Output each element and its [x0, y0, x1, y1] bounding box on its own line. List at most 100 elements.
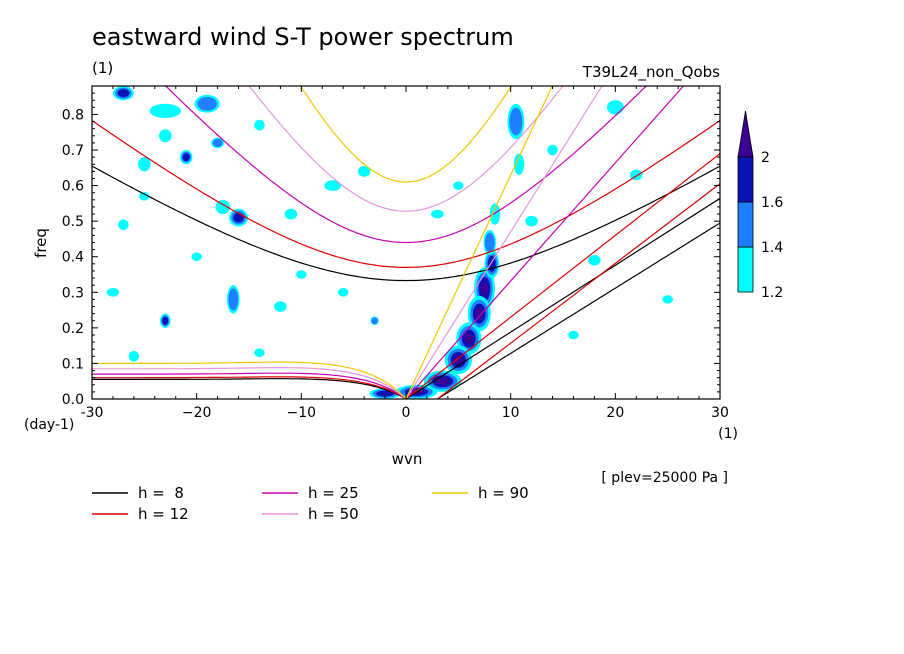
power-blob [182, 153, 190, 162]
y-tick-label: 0.2 [62, 321, 84, 337]
x-tick-label: −10 [287, 405, 317, 421]
power-blob [162, 316, 169, 325]
power-blob [480, 281, 489, 296]
power-blob [453, 181, 464, 190]
mrg-curve-h50 [92, 367, 407, 399]
eig-curve-h8 [437, 222, 720, 399]
ig-curve-h90 [299, 86, 513, 183]
power-blob [371, 317, 378, 325]
power-blob [509, 107, 523, 136]
subtitle-left: (1) [92, 59, 113, 77]
x-axis-label: wvn [392, 450, 423, 468]
power-blob [215, 199, 231, 215]
x-tick-label: 0 [402, 405, 411, 421]
kelvin-curve-h12 [405, 152, 720, 399]
mrg-curve-h90 [92, 361, 407, 399]
power-blob [357, 166, 371, 177]
kelvin-curve-h50 [405, 86, 603, 399]
y-tick-label: 0.7 [62, 143, 84, 159]
power-blob [431, 209, 444, 219]
power-blob [475, 307, 484, 320]
y-unit-label: (day-1) [24, 417, 74, 433]
power-blob [228, 288, 239, 311]
power-blob [128, 350, 140, 362]
y-tick-label: 0.3 [62, 285, 84, 301]
colorbar: 1.2 1.4 1.6 2 [737, 110, 783, 301]
power-blob [274, 301, 287, 312]
power-blob [547, 144, 558, 156]
power-blob [106, 288, 120, 297]
legend: h = 8 h = 12 h = 25 h = 50 h = 90 [92, 484, 529, 523]
x-tick-label: 10 [502, 405, 520, 421]
ig-curve-h8 [92, 165, 720, 282]
power-blob [254, 119, 265, 131]
legend-label: h = 12 [138, 505, 189, 523]
power-blob [233, 212, 244, 223]
y-tick-label: 0.6 [62, 179, 84, 195]
legend-label: h = 90 [478, 484, 529, 502]
power-blob [139, 191, 150, 201]
power-blob [197, 96, 217, 111]
power-blob [513, 153, 525, 175]
power-blob [436, 377, 450, 385]
y-axis-label: freq [32, 228, 50, 258]
ig-curve-h50 [248, 86, 564, 212]
colorbar-label: 2 [761, 150, 770, 166]
power-blob [484, 232, 495, 253]
power-blob [525, 215, 538, 227]
colorbar-label: 1.6 [761, 195, 783, 211]
power-blob [191, 252, 202, 261]
legend-label: h = 50 [308, 505, 359, 523]
power-blob [149, 103, 181, 119]
kelvin-curve-h90 [405, 86, 553, 399]
colorbar-label: 1.4 [761, 240, 783, 256]
y-tick-label: 0.4 [62, 250, 84, 266]
power-blob [489, 203, 501, 225]
y-tick-label: 0.5 [62, 214, 84, 230]
x-tick-label: -30 [81, 405, 104, 421]
mrg-curve-h25 [92, 372, 407, 399]
x-tick-label: 20 [606, 405, 624, 421]
mrg-curve-h8 [92, 378, 407, 399]
chart-title: eastward wind S-T power spectrum [92, 23, 514, 51]
colorbar-box [737, 201, 754, 248]
power-blob [158, 129, 172, 143]
power-blob [212, 138, 223, 148]
kelvin-curve-h8 [405, 197, 720, 399]
x-unit-label: (1) [718, 426, 738, 442]
ig-curve-h25 [164, 86, 648, 244]
power-blob [138, 157, 151, 172]
power-blob [337, 288, 349, 297]
eig-curve-h12 [437, 182, 720, 399]
colorbar-box [737, 156, 754, 203]
power-blob [588, 254, 601, 266]
colorbar-box [737, 246, 754, 293]
legend-label: h = 8 [138, 484, 184, 502]
dispersion-curves [92, 86, 720, 399]
power-blob [376, 390, 394, 397]
level-note: [ plev=25000 Pa ] [601, 470, 728, 486]
colorbar-label: 1.2 [761, 285, 783, 301]
ig-curve-h12 [92, 120, 720, 268]
power-blob [662, 295, 673, 304]
legend-label: h = 25 [308, 484, 359, 502]
power-contours [106, 86, 673, 399]
power-blob [453, 355, 463, 365]
y-tick-label: 0.0 [62, 392, 84, 408]
power-blob [324, 180, 342, 191]
colorbar-extend-triangle [737, 110, 754, 158]
power-blob [254, 348, 265, 358]
y-tick-label: 0.1 [62, 356, 84, 372]
x-tick-label: 30 [711, 405, 729, 421]
power-blob [606, 100, 624, 115]
power-blob [284, 208, 298, 220]
y-tick-label: 0.8 [62, 107, 84, 123]
subtitle-right: T39L24_non_Qobs [582, 63, 720, 82]
power-blob [568, 330, 579, 340]
mrg-curve-h12 [92, 376, 407, 399]
power-blob [118, 219, 129, 231]
x-tick-label: −20 [182, 405, 212, 421]
power-blob [117, 89, 130, 98]
power-blob [296, 270, 307, 279]
